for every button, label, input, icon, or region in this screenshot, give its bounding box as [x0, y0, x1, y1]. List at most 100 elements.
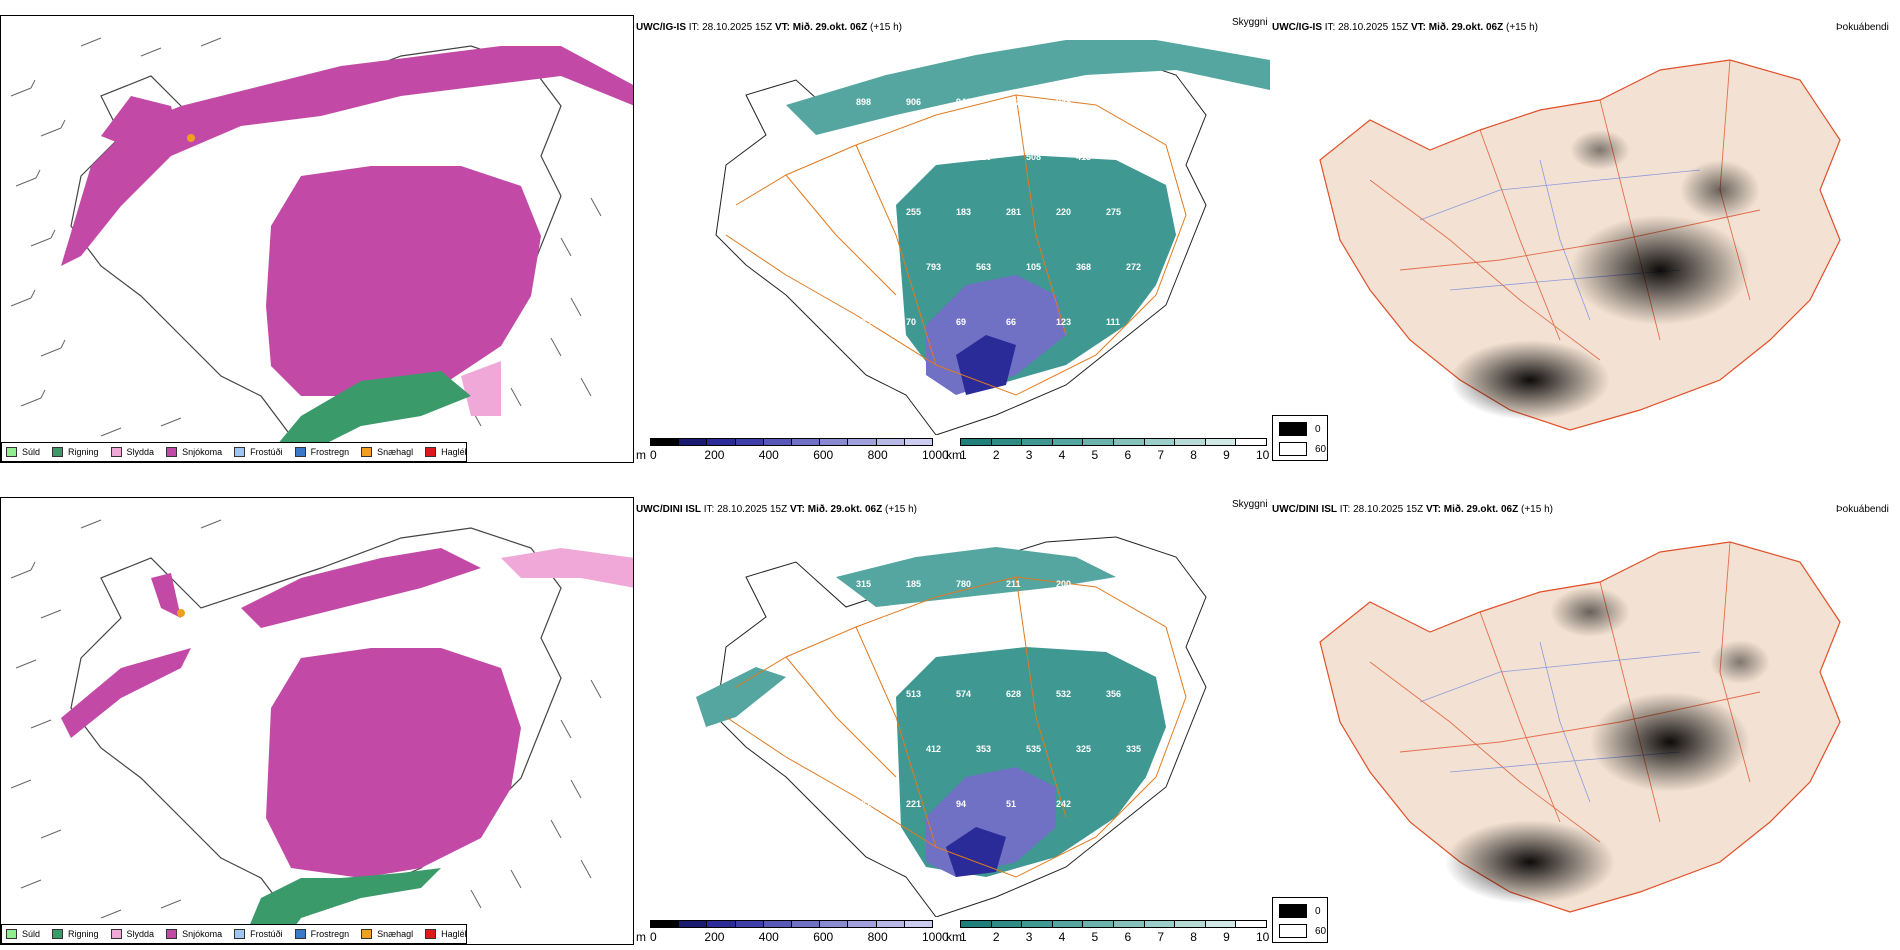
visibility-value-label: 69 — [956, 317, 966, 327]
visibility-value-label: 335 — [1126, 744, 1141, 754]
colorbar-segment — [762, 920, 792, 928]
visibility-value-label: 848 — [1056, 97, 1071, 107]
visibility-value-label: 303 — [856, 317, 871, 327]
visibility-value-label: 574 — [956, 689, 971, 699]
colorbar-tick-label: 3 — [1025, 930, 1033, 944]
colorbar-segment — [819, 920, 849, 928]
colorbar-segment — [1204, 920, 1237, 928]
visibility-value-label: 94 — [956, 799, 966, 809]
colorbar-segment — [819, 438, 849, 446]
field-name-visibility-row1: Skyggni — [1232, 17, 1268, 28]
legend-item: Slydda — [110, 447, 154, 457]
colorbar-segment — [1143, 920, 1176, 928]
field-name-fog-row2: Þokuábendi — [1836, 504, 1889, 515]
colorbar-tick-label: 10 — [1256, 930, 1270, 944]
visibility-value-label: 792 — [1006, 97, 1021, 107]
visibility-colorbar-m-row1: m 0 200 400 600 800 1000 — [636, 438, 949, 462]
visibility-value-label: 272 — [1126, 262, 1141, 272]
colorbar-tick-label: 8 — [1190, 448, 1197, 462]
visibility-value-label: 263 — [876, 744, 891, 754]
visibility-value-label: 219 — [926, 634, 941, 644]
colorbar-segment — [762, 438, 792, 446]
visibility-value-label: 628 — [1006, 689, 1021, 699]
visibility-colorbar-m-row2: m 0 200 400 600 800 1000 — [636, 920, 949, 944]
colorbar-tick-label: 9 — [1223, 930, 1230, 944]
visibility-value-label: 882 — [876, 152, 891, 162]
colorbar-unit: km — [946, 448, 962, 462]
colorbar-segment — [960, 438, 992, 446]
colorbar-segment — [847, 438, 877, 446]
colorbar-tick-label: 1 — [960, 448, 967, 462]
colorbar-segment — [990, 920, 1023, 928]
colorbar-segment — [1113, 920, 1145, 928]
visibility-value-label: 275 — [1106, 207, 1121, 217]
visibility-value-label: 111 — [1106, 317, 1120, 327]
visibility-value-label: 185 — [906, 579, 921, 589]
sleet-area — [501, 548, 633, 588]
colorbar-segment — [678, 438, 708, 446]
colorbar-unit: km — [946, 930, 962, 944]
snow-area-nw — [101, 96, 181, 156]
colorbar-segment — [734, 920, 764, 928]
colorbar-segment — [1143, 438, 1176, 446]
legend-item: Súld — [6, 447, 40, 457]
colorbar-tick-label: 800 — [867, 930, 888, 944]
colorbar-segment — [706, 920, 736, 928]
visibility-map-row1: 898 906 946 792 848 423 882 923 416 508 413 279 679 2… — [636, 35, 1270, 435]
visibility-value-label: 323 — [1076, 634, 1091, 644]
visibility-value-label: 183 — [956, 207, 971, 217]
legend-item: Snjókoma — [166, 447, 222, 457]
colorbar-tick-label: 0 — [650, 448, 657, 462]
legend-item: Rigning — [52, 447, 99, 457]
visibility-value-label: 315 — [856, 579, 871, 589]
legend-item: Frostúði — [234, 447, 283, 457]
visibility-value-label: 211 — [1026, 634, 1041, 644]
colorbar-tick-label: 600 — [813, 448, 834, 462]
visibility-value-label: 946 — [956, 97, 971, 107]
legend-item: Frostregn — [294, 447, 349, 457]
colorbar-segment — [1051, 920, 1084, 928]
colorbar-tick-label: 5 — [1091, 930, 1099, 944]
colorbar-segment — [734, 438, 764, 446]
snow-area-central — [266, 166, 541, 396]
colorbar-tick-label: 0 — [650, 930, 657, 944]
colorbar-segment — [650, 438, 680, 446]
visibility-value-label: 163 — [1126, 634, 1141, 644]
visibility-value-label: 906 — [906, 97, 921, 107]
visibility-value-label: 137 — [876, 262, 891, 272]
legend-item: Slydda — [110, 929, 154, 939]
legend-item: Snæhagl — [361, 447, 413, 457]
colorbar-segment — [1235, 438, 1267, 446]
colorbar-segment — [706, 438, 736, 446]
snow-area-north — [241, 548, 481, 628]
colorbar-tick-label: 600 — [813, 930, 834, 944]
legend-item: Frostúði — [234, 929, 283, 939]
visibility-value-label: 412 — [926, 744, 941, 754]
visibility-value-label: 200 — [1056, 579, 1071, 589]
colorbar-tick-label: 400 — [758, 448, 779, 462]
visibility-value-label: 416 — [976, 152, 991, 162]
fog-legend-row1: 0 60 — [1272, 415, 1328, 461]
visibility-value-label: 368 — [1076, 262, 1091, 272]
colorbar-tick-label: 9 — [1223, 448, 1230, 462]
header-fog-row1: UWC/IG-IS IT: 28.10.2025 15Z VT: Mið. 29… — [1272, 22, 1538, 33]
colorbar-tick-label: 5 — [1091, 448, 1099, 462]
visibility-value-label: 898 — [856, 97, 871, 107]
colorbar-segment — [903, 920, 933, 928]
legend-item: Frostregn — [294, 929, 349, 939]
header-visibility-row1: UWC/IG-IS IT: 28.10.2025 15Z VT: Mið. 29… — [636, 22, 902, 33]
wind-barbs — [10, 37, 602, 437]
colorbar-tick-label: 1 — [960, 930, 967, 944]
visibility-value-label: 325 — [1076, 744, 1091, 754]
colorbar-tick-label: 4 — [1058, 448, 1066, 462]
colorbar-unit: m — [636, 448, 646, 462]
legend-item: Haglél — [425, 929, 467, 939]
colorbar-tick-label: 800 — [867, 448, 888, 462]
colorbar-segment — [1235, 920, 1267, 928]
legend-item: Snæhagl — [361, 929, 413, 939]
visibility-value-label: 793 — [926, 262, 941, 272]
colorbar-tick-label: 6 — [1124, 930, 1132, 944]
colorbar-segment — [960, 920, 992, 928]
visibility-map-row2: 315 185 780 211 200 265 372 219 168 211 323 163 93 51… — [636, 517, 1270, 917]
colorbar-segment — [875, 438, 905, 446]
